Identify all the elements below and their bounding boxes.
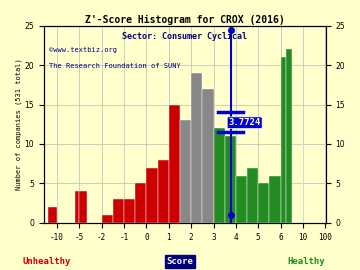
- Bar: [258, 183, 269, 223]
- Bar: [247, 168, 258, 223]
- Y-axis label: Number of companies (531 total): Number of companies (531 total): [15, 58, 22, 190]
- Bar: [180, 120, 191, 223]
- Bar: [135, 183, 147, 223]
- Bar: [191, 73, 202, 223]
- Bar: [48, 207, 57, 223]
- Bar: [102, 215, 113, 223]
- Bar: [286, 49, 292, 223]
- Text: Score: Score: [167, 257, 193, 266]
- Bar: [269, 176, 280, 223]
- Text: The Research Foundation of SUNY: The Research Foundation of SUNY: [49, 63, 181, 69]
- Title: Z'-Score Histogram for CROX (2016): Z'-Score Histogram for CROX (2016): [85, 15, 284, 25]
- Text: Healthy: Healthy: [287, 257, 325, 266]
- Bar: [124, 199, 135, 223]
- Text: 3.7724: 3.7724: [229, 118, 261, 127]
- Bar: [147, 168, 158, 223]
- Bar: [236, 176, 247, 223]
- Bar: [202, 89, 213, 223]
- Text: ©www.textbiz.org: ©www.textbiz.org: [49, 48, 117, 53]
- Bar: [158, 160, 169, 223]
- Bar: [225, 136, 236, 223]
- Bar: [75, 191, 80, 223]
- Bar: [280, 57, 286, 223]
- Bar: [169, 104, 180, 223]
- Text: Unhealthy: Unhealthy: [23, 257, 71, 266]
- Text: Sector: Consumer Cyclical: Sector: Consumer Cyclical: [122, 32, 247, 41]
- Bar: [213, 128, 225, 223]
- Bar: [80, 191, 87, 223]
- Bar: [113, 199, 124, 223]
